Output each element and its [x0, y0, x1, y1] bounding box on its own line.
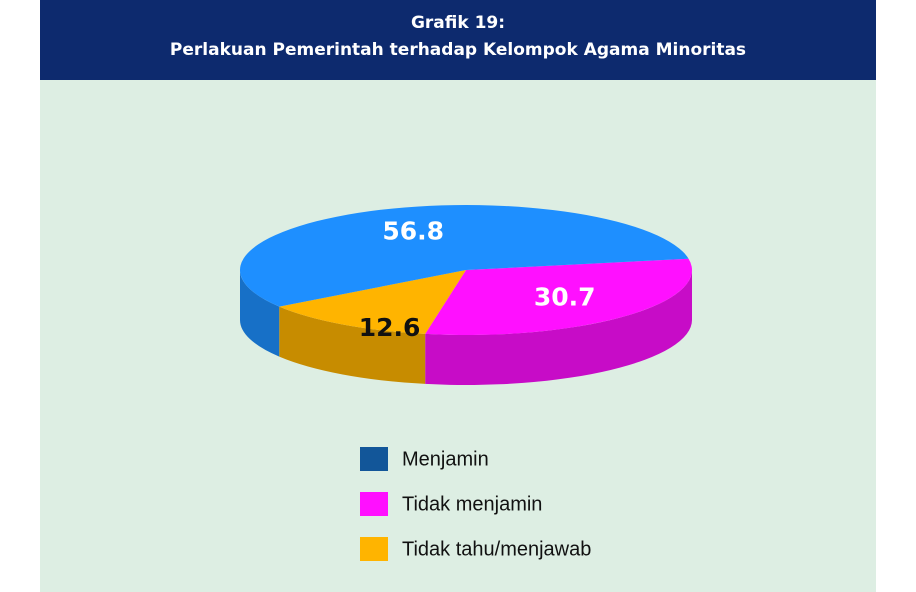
- legend: Menjamin Tidak menjamin Tidak tahu/menjawa…: [360, 447, 591, 561]
- chart-title: Grafik 19:: [411, 13, 505, 33]
- legend-swatch: [360, 447, 388, 471]
- slice-side: [425, 270, 692, 385]
- slice-side: [279, 306, 426, 384]
- data-label: 12.6: [359, 313, 421, 342]
- legend-swatch: [360, 492, 388, 516]
- legend-swatch: [360, 537, 388, 561]
- data-label: 56.8: [382, 217, 444, 246]
- slice-side: [240, 270, 280, 357]
- legend-label: Tidak menjamin: [402, 493, 542, 515]
- slice: [425, 258, 692, 335]
- header-bar: [40, 0, 876, 80]
- data-labels: 30.7 12.6 56.8: [359, 217, 596, 342]
- pie: [240, 205, 692, 385]
- chart-subtitle: Perlakuan Pemerintah terhadap Kelompok A…: [170, 40, 746, 60]
- slice: [279, 270, 466, 334]
- slice: [240, 205, 689, 307]
- legend-label: Tidak tahu/menjawab: [402, 538, 591, 560]
- data-label: 30.7: [534, 283, 596, 312]
- legend-label: Menjamin: [402, 448, 489, 470]
